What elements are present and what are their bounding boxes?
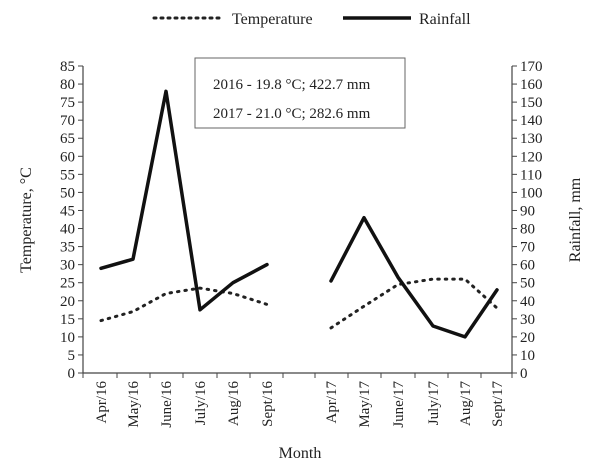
right-y-tick-label: 160 xyxy=(520,77,543,93)
right-y-tick-label: 40 xyxy=(520,294,535,310)
x-tick-label: Sept/16 xyxy=(260,381,276,427)
left-y-tick-label: 20 xyxy=(60,294,75,310)
right-y-tick-label: 130 xyxy=(520,131,543,147)
left-y-tick-label: 65 xyxy=(60,131,75,147)
annotation-frame xyxy=(194,57,406,129)
x-ticks: Apr/16 May/16 June/16 July/16 Aug/16 Sept/16 A… xyxy=(82,373,513,428)
right-y-axis-title: Rainfall, mm xyxy=(567,177,584,262)
left-y-tick-label: 35 xyxy=(60,240,75,256)
left-y-tick-label: 45 xyxy=(60,203,75,219)
annotation-2016: 2016 - 19.8 °C; 422.7 mm xyxy=(213,77,371,93)
x-tick-label: June/16 xyxy=(159,381,175,428)
right-y-tick-label: 70 xyxy=(520,240,535,256)
rainfall-line-2016 xyxy=(99,89,269,312)
left-y-ticks: 0 5 10 15 20 25 30 35 40 45 50 55 60 65 70 75 80 85 xyxy=(60,59,83,382)
x-tick-label: June/17 xyxy=(391,381,407,428)
right-y-tick-label: 110 xyxy=(520,167,542,183)
left-y-tick-label: 80 xyxy=(60,77,75,93)
x-tick-label: May/16 xyxy=(126,381,142,428)
right-y-tick-label: 100 xyxy=(520,185,543,201)
temperature-line-2016 xyxy=(99,286,269,323)
left-y-tick-label: 25 xyxy=(60,276,75,292)
right-y-tick-label: 30 xyxy=(520,312,535,328)
right-y-tick-label: 10 xyxy=(520,348,535,364)
x-tick-label: Aug/16 xyxy=(226,381,242,427)
x-tick-label: Aug/17 xyxy=(458,381,474,427)
right-y-tick-label: 90 xyxy=(520,203,535,219)
right-y-tick-label: 0 xyxy=(520,366,528,382)
right-y-ticks: 0 10 20 30 40 50 60 70 80 90 100 110 120 130 140 150 160… xyxy=(512,59,543,382)
annotation-box: 2016 - 19.8 °C; 422.7 mm 2017 - 21.0 °C;… xyxy=(194,57,406,129)
rainfall-line-2017 xyxy=(329,215,499,339)
left-y-tick-label: 10 xyxy=(60,330,75,346)
temperature-line-2017 xyxy=(329,277,499,330)
left-y-tick-label: 5 xyxy=(68,348,76,364)
legend-rainfall-label: Rainfall xyxy=(419,11,471,28)
left-y-tick-label: 0 xyxy=(68,366,76,382)
annotation-2017: 2017 - 21.0 °C; 282.6 mm xyxy=(213,106,371,122)
left-y-tick-label: 50 xyxy=(60,185,75,201)
right-y-tick-label: 170 xyxy=(520,59,543,75)
x-tick-label: Apr/16 xyxy=(94,381,110,424)
legend: Temperature Rainfall xyxy=(152,11,471,28)
right-y-tick-label: 20 xyxy=(520,330,535,346)
x-tick-label: May/17 xyxy=(357,381,373,428)
left-y-tick-label: 15 xyxy=(60,312,75,328)
left-y-tick-label: 30 xyxy=(60,258,75,274)
right-y-tick-label: 120 xyxy=(520,149,543,165)
legend-temperature-label: Temperature xyxy=(232,11,313,28)
x-tick-label: Sept/17 xyxy=(490,381,506,427)
left-y-tick-label: 85 xyxy=(60,59,75,75)
x-axis-title: Month xyxy=(279,445,322,462)
right-y-tick-label: 80 xyxy=(520,222,535,238)
left-y-tick-label: 75 xyxy=(60,95,75,111)
right-y-tick-label: 140 xyxy=(520,113,543,129)
series-layer xyxy=(99,89,499,339)
right-y-tick-label: 60 xyxy=(520,258,535,274)
left-y-tick-label: 70 xyxy=(60,113,75,129)
left-y-axis-title: Temperature, °C xyxy=(18,167,35,273)
right-y-tick-label: 150 xyxy=(520,95,543,111)
x-tick-label: July/17 xyxy=(426,381,442,426)
left-y-tick-label: 55 xyxy=(60,167,75,183)
left-y-tick-label: 60 xyxy=(60,149,75,165)
x-tick-label: Apr/17 xyxy=(324,381,340,424)
right-y-tick-label: 50 xyxy=(520,276,535,292)
x-tick-label: July/16 xyxy=(193,381,209,426)
left-y-tick-label: 40 xyxy=(60,222,75,238)
